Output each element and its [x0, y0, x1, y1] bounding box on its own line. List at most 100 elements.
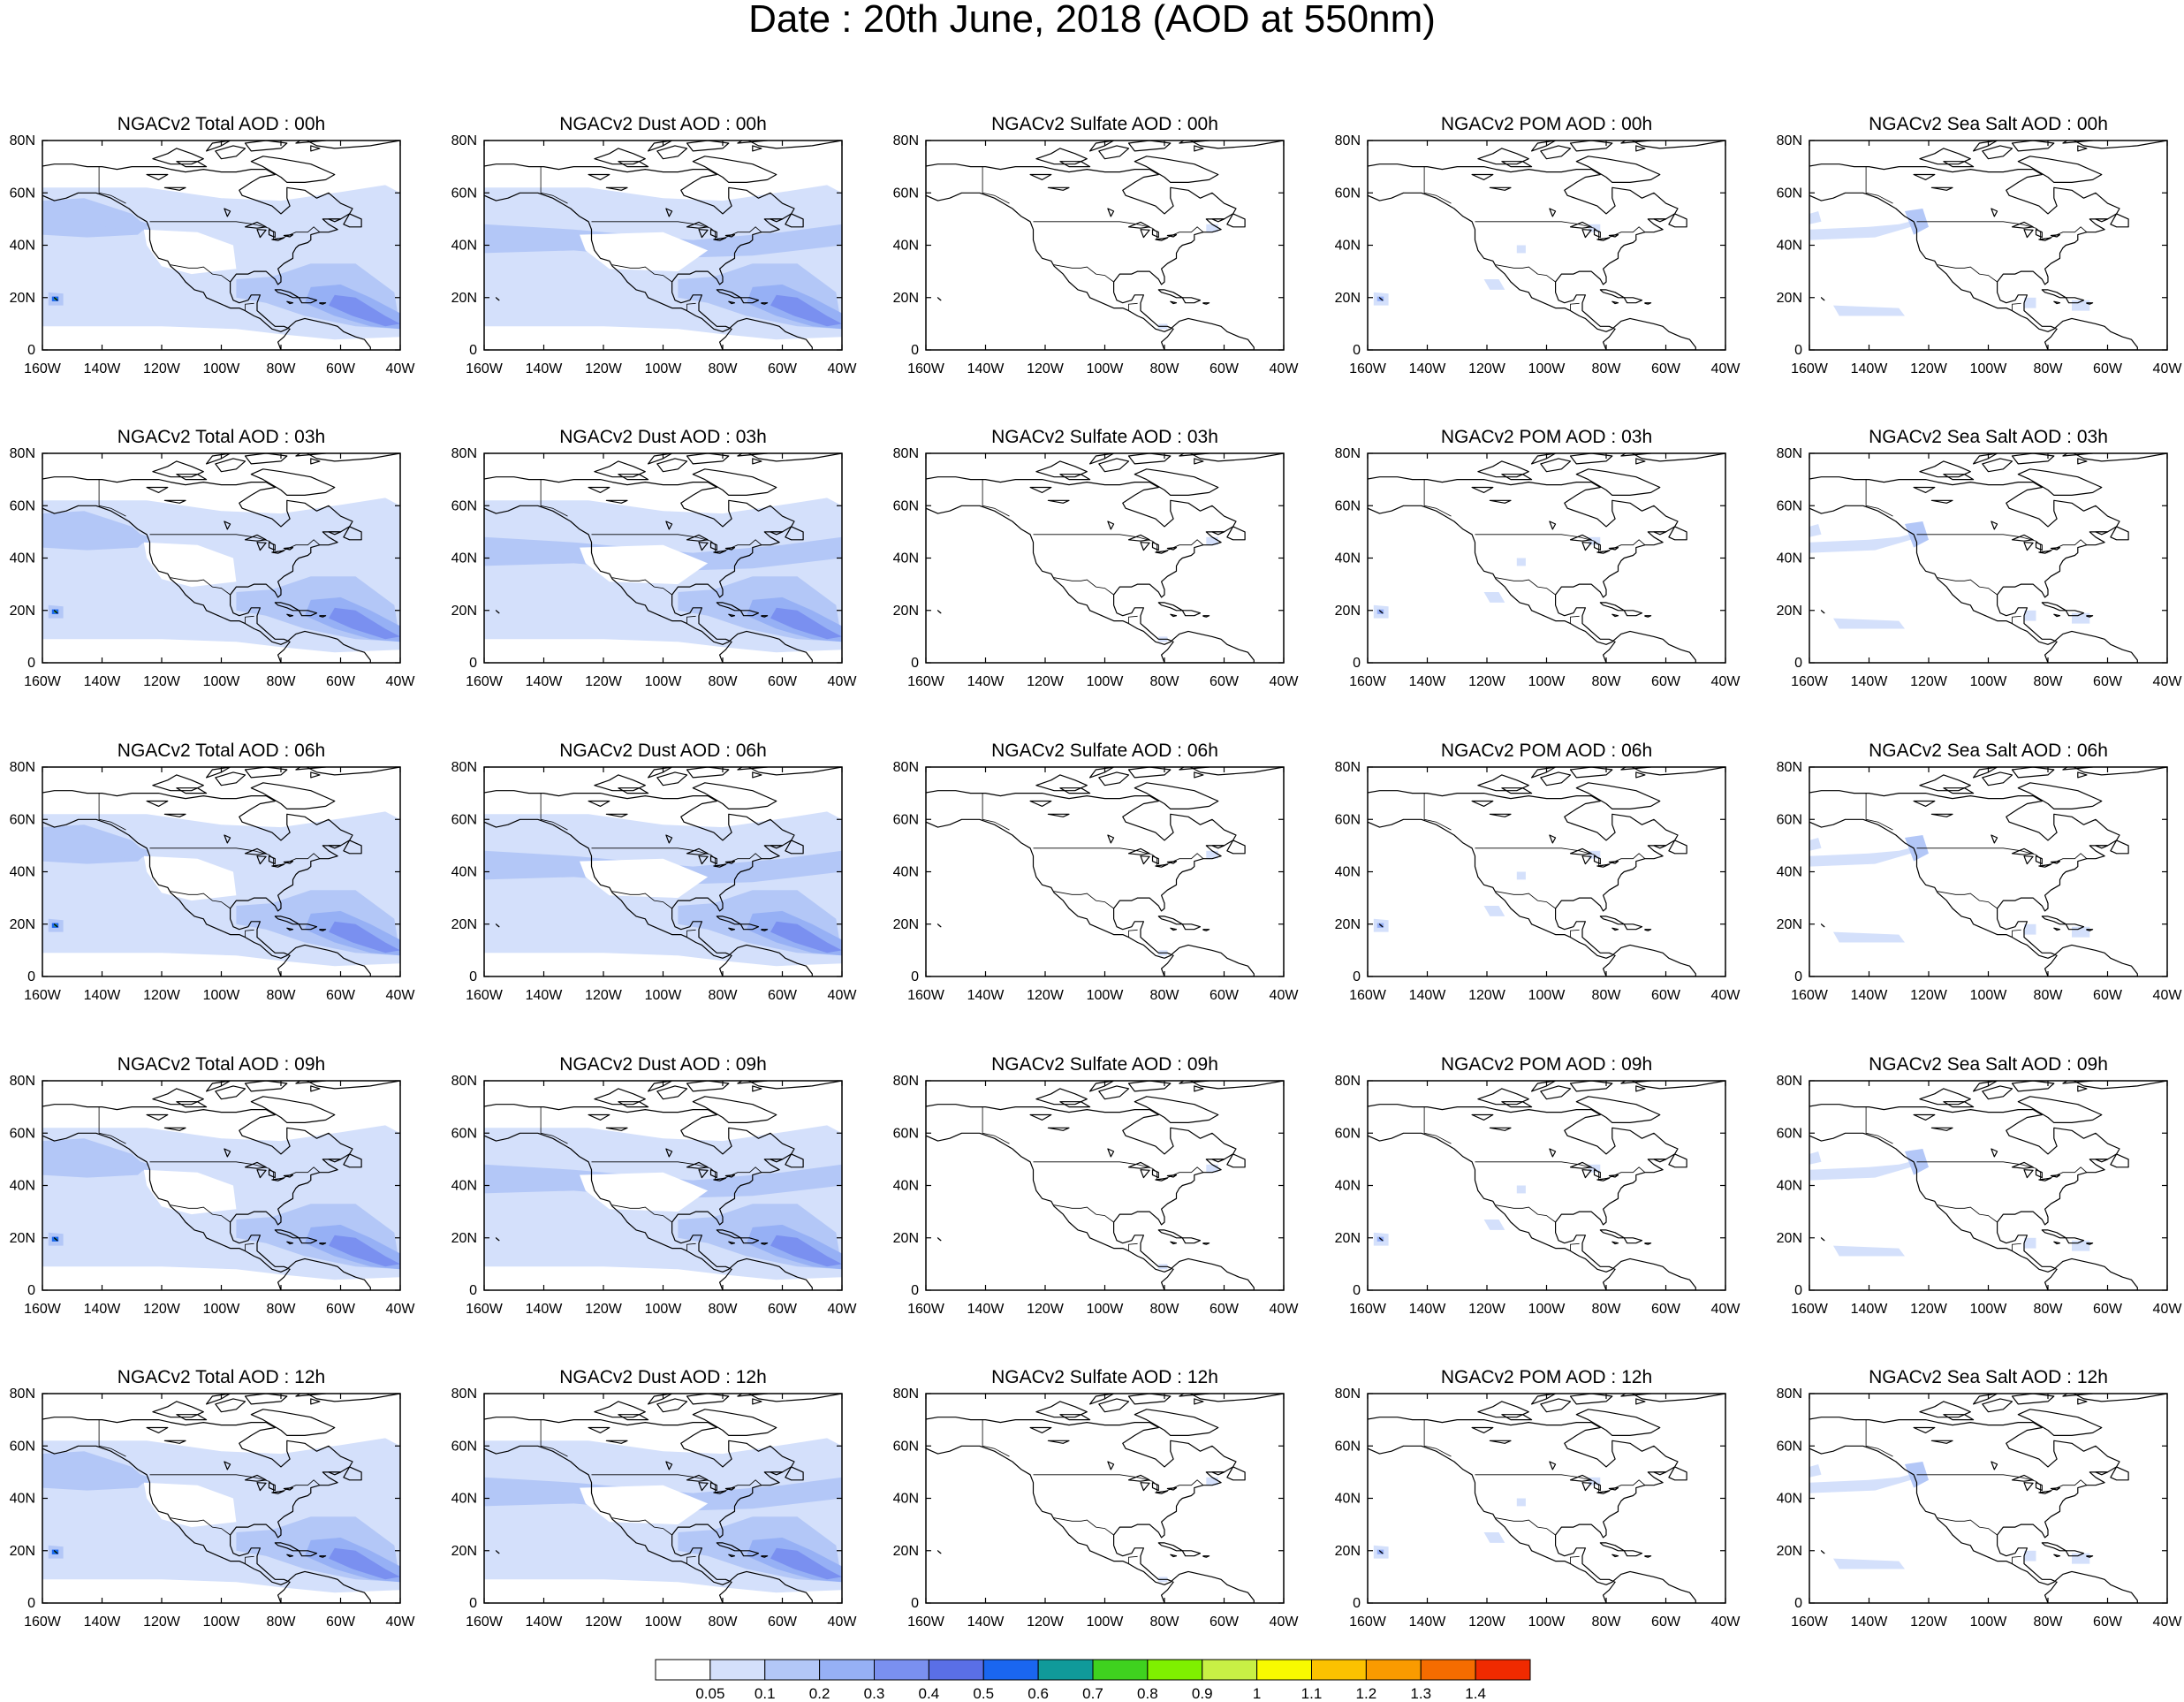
lat-tick-label: 80N [1777, 760, 1802, 775]
lat-tick-label: 40N [10, 239, 35, 254]
lat-tick-label: 80N [1335, 760, 1361, 775]
lon-tick-label: 160W [24, 988, 62, 1003]
lon-tick-label: 140W [1851, 674, 1889, 689]
lon-tick-label: 120W [1468, 1615, 1506, 1630]
lon-tick-label: 100W [645, 674, 683, 689]
lat-tick-label: 40N [1335, 1492, 1361, 1507]
lon-tick-label: 100W [1970, 361, 2008, 376]
lon-tick-label: 80W [1592, 1302, 1622, 1317]
lon-tick-label: 120W [1468, 361, 1506, 376]
colorbar-label: 1.1 [1301, 1685, 1323, 1702]
lon-tick-label: 140W [967, 1302, 1005, 1317]
lat-tick-label: 60N [1335, 812, 1361, 827]
panel-title: NGACv2 Dust AOD : 09h [559, 1054, 767, 1075]
lon-tick-label: 140W [967, 1615, 1005, 1630]
lon-tick-label: 120W [1910, 361, 1948, 376]
lon-tick-label: 100W [645, 361, 683, 376]
lat-tick-label: 40N [1777, 551, 1802, 566]
lon-tick-label: 120W [1027, 674, 1065, 689]
lon-tick-label: 160W [1791, 1615, 1829, 1630]
lon-tick-label: 60W [326, 1302, 356, 1317]
map-panel-dust-4: NGACv2 Dust AOD : 12h 80N 60N 40N 20N 0 160W 14… [451, 1367, 858, 1630]
lat-tick-label: 60N [10, 812, 35, 827]
lat-tick-label: 80N [10, 133, 35, 148]
panel-title: NGACv2 POM AOD : 06h [1441, 741, 1652, 761]
lon-tick-label: 120W [1027, 1615, 1065, 1630]
lat-tick-label: 40N [1335, 239, 1361, 254]
lat-tick-label: 80N [451, 1387, 477, 1402]
map-plot [42, 141, 400, 350]
lon-tick-label: 100W [645, 1302, 683, 1317]
lon-tick-label: 120W [1910, 1615, 1948, 1630]
lat-tick-label: 60N [1335, 498, 1361, 513]
lat-tick-label: 60N [1777, 812, 1802, 827]
lat-tick-label: 0 [911, 1283, 919, 1298]
lat-tick-label: 80N [451, 446, 477, 461]
lon-tick-label: 60W [2093, 674, 2123, 689]
lon-tick-label: 40W [1711, 1302, 1741, 1317]
lon-tick-label: 60W [1210, 674, 1240, 689]
lat-tick-label: 60N [451, 498, 477, 513]
panel-title: NGACv2 Dust AOD : 00h [559, 114, 767, 134]
map-panel-sulfate-3: NGACv2 Sulfate AOD : 09h 80N 60N 40N 20N 0 160… [893, 1054, 1300, 1317]
map-plot [1809, 1081, 2167, 1290]
lat-tick-label: 80N [451, 1074, 477, 1089]
lon-tick-label: 80W [1150, 1615, 1180, 1630]
lat-tick-label: 40N [893, 239, 919, 254]
lon-tick-label: 100W [1087, 361, 1125, 376]
lon-tick-label: 80W [709, 674, 739, 689]
lat-tick-label: 20N [1335, 917, 1361, 932]
lat-tick-label: 0 [27, 1596, 35, 1611]
lon-tick-label: 80W [2034, 1615, 2064, 1630]
lat-tick-label: 80N [1777, 133, 1802, 148]
lon-tick-label: 40W [2153, 674, 2183, 689]
lat-tick-label: 60N [1335, 1439, 1361, 1454]
lon-tick-label: 60W [1210, 1615, 1240, 1630]
lon-tick-label: 80W [709, 1302, 739, 1317]
lon-tick-label: 140W [526, 674, 564, 689]
panel-title: NGACv2 Sea Salt AOD : 00h [1869, 114, 2108, 134]
lat-tick-label: 20N [1335, 1231, 1361, 1246]
lat-tick-label: 0 [1794, 969, 1802, 984]
panel-title: NGACv2 Sea Salt AOD : 06h [1869, 741, 2108, 761]
map-plot [1809, 453, 2167, 663]
lat-tick-label: 60N [893, 186, 919, 201]
lon-tick-label: 120W [585, 988, 623, 1003]
colorbar-label: 1.4 [1465, 1685, 1486, 1702]
map-panel-sea-salt-4: NGACv2 Sea Salt AOD : 12h 80N 60N 40N 20N 0 16… [1777, 1367, 2183, 1630]
lon-tick-label: 40W [1711, 361, 1741, 376]
lat-tick-label: 20N [1335, 604, 1361, 619]
map-plot [1368, 767, 1725, 976]
panel-title: NGACv2 Total AOD : 12h [118, 1367, 325, 1387]
lat-tick-label: 20N [1777, 604, 1802, 619]
colorbar-swatch [1202, 1659, 1258, 1681]
lat-tick-label: 80N [1777, 1387, 1802, 1402]
map-plot [926, 767, 1284, 976]
lon-tick-label: 140W [1409, 361, 1447, 376]
colorbar-swatch [709, 1659, 766, 1681]
lon-tick-label: 120W [585, 361, 623, 376]
map-plot [1809, 1394, 2167, 1603]
lat-tick-label: 60N [451, 186, 477, 201]
lon-tick-label: 60W [1651, 1615, 1681, 1630]
map-panel-pom-1: NGACv2 POM AOD : 03h 80N 60N 40N 20N 0 160W 140… [1335, 427, 1741, 689]
map-panel-total-3: NGACv2 Total AOD : 09h 80N 60N 40N 20N 0 160W 1… [10, 1054, 416, 1317]
lon-tick-label: 60W [768, 988, 798, 1003]
lon-tick-label: 160W [1791, 1302, 1829, 1317]
lon-tick-label: 80W [267, 361, 297, 376]
panel-title: NGACv2 Dust AOD : 12h [559, 1367, 767, 1387]
lon-tick-label: 140W [1851, 1615, 1889, 1630]
lat-tick-label: 20N [893, 291, 919, 306]
map-plot [42, 767, 400, 976]
lat-tick-label: 60N [1777, 498, 1802, 513]
lon-tick-label: 140W [1409, 1615, 1447, 1630]
lat-tick-label: 0 [27, 343, 35, 358]
lat-tick-label: 80N [10, 446, 35, 461]
lon-tick-label: 120W [143, 1302, 181, 1317]
map-plot [484, 1081, 842, 1290]
lat-tick-label: 0 [1353, 969, 1361, 984]
lon-tick-label: 160W [907, 361, 945, 376]
map-panel-total-2: NGACv2 Total AOD : 06h 80N 60N 40N 20N 0 160W 1… [10, 741, 416, 1003]
lon-tick-label: 80W [1592, 674, 1622, 689]
lon-tick-label: 100W [1528, 1302, 1566, 1317]
